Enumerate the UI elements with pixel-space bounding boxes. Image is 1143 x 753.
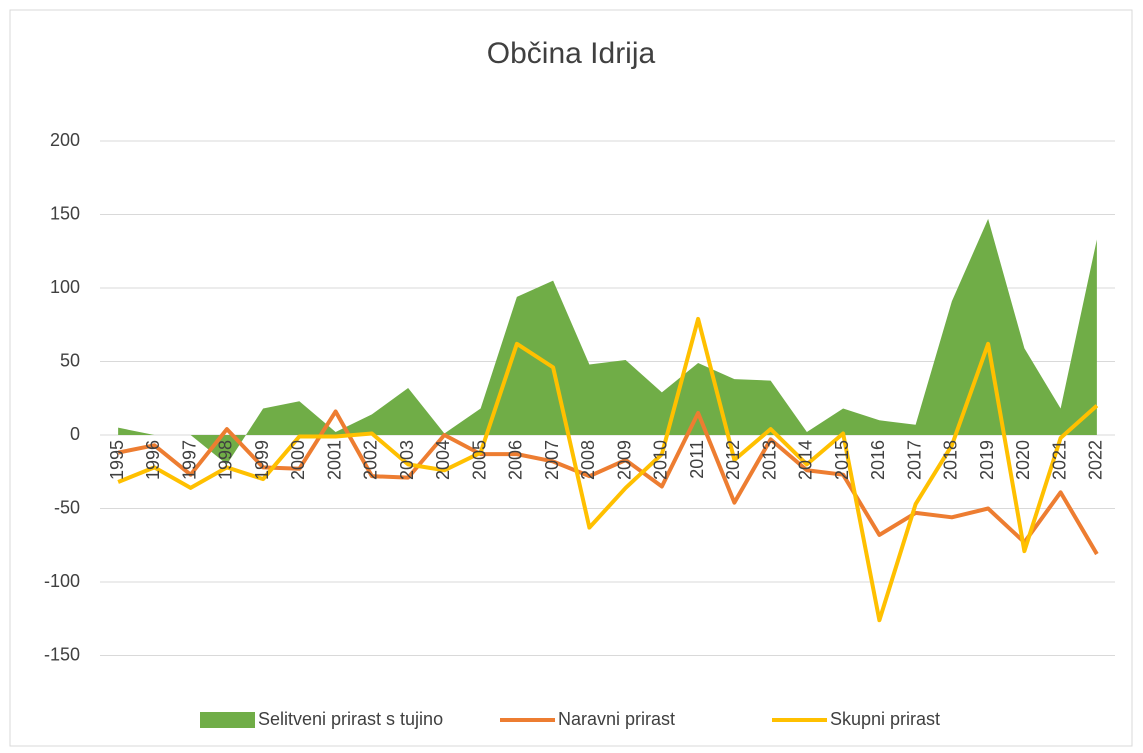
legend-label: Selitveni prirast s tujino xyxy=(258,709,443,729)
x-tick-label: 1998 xyxy=(216,440,236,480)
legend-swatch xyxy=(200,712,255,728)
x-tick-label: 1996 xyxy=(143,440,163,480)
x-tick-label: 2016 xyxy=(868,440,888,480)
x-tick-label: 2004 xyxy=(433,440,453,480)
x-tick-label: 2021 xyxy=(1049,440,1069,480)
line xyxy=(117,316,1099,623)
x-tick-label: 2017 xyxy=(904,440,924,480)
legend-label: Skupni prirast xyxy=(830,709,940,729)
x-tick-label: 2012 xyxy=(723,440,743,480)
y-tick-label: 200 xyxy=(50,130,80,150)
x-tick-label: 2014 xyxy=(796,440,816,480)
x-tick-label: 1995 xyxy=(107,440,127,480)
y-tick-label: 50 xyxy=(60,350,80,370)
y-tick-label: -150 xyxy=(44,644,80,664)
x-tick-label: 2009 xyxy=(614,440,634,480)
x-tick-label: 2010 xyxy=(651,440,671,480)
x-tick-label: 2006 xyxy=(506,440,526,480)
x-tick-label: 1999 xyxy=(252,440,272,480)
x-tick-label: 2022 xyxy=(1086,440,1106,480)
y-tick-label: -100 xyxy=(44,571,80,591)
x-tick-label: 2008 xyxy=(578,440,598,480)
x-tick-label: 2005 xyxy=(469,440,489,480)
legend-label: Naravni prirast xyxy=(558,709,675,729)
x-tick-label: 2020 xyxy=(1013,440,1033,480)
line xyxy=(117,409,1099,556)
x-tick-label: 2015 xyxy=(832,440,852,480)
x-tick-label: 2001 xyxy=(324,440,344,480)
x-tick-label: 2003 xyxy=(397,440,417,480)
x-tick-label: 1997 xyxy=(179,440,199,480)
y-tick-label: -50 xyxy=(54,497,80,517)
y-tick-label: 0 xyxy=(70,424,80,444)
y-tick-label: 100 xyxy=(50,277,80,297)
x-tick-label: 2011 xyxy=(687,440,707,479)
y-tick-label: 150 xyxy=(50,203,80,223)
x-tick-label: 2013 xyxy=(759,440,779,480)
x-tick-label: 2007 xyxy=(542,440,562,480)
x-tick-label: 2019 xyxy=(977,440,997,480)
chart-title: Občina Idrija xyxy=(487,37,656,70)
x-tick-label: 2002 xyxy=(361,440,381,480)
x-tick-label: 2000 xyxy=(288,440,308,480)
x-tick-label: 2018 xyxy=(941,440,961,480)
